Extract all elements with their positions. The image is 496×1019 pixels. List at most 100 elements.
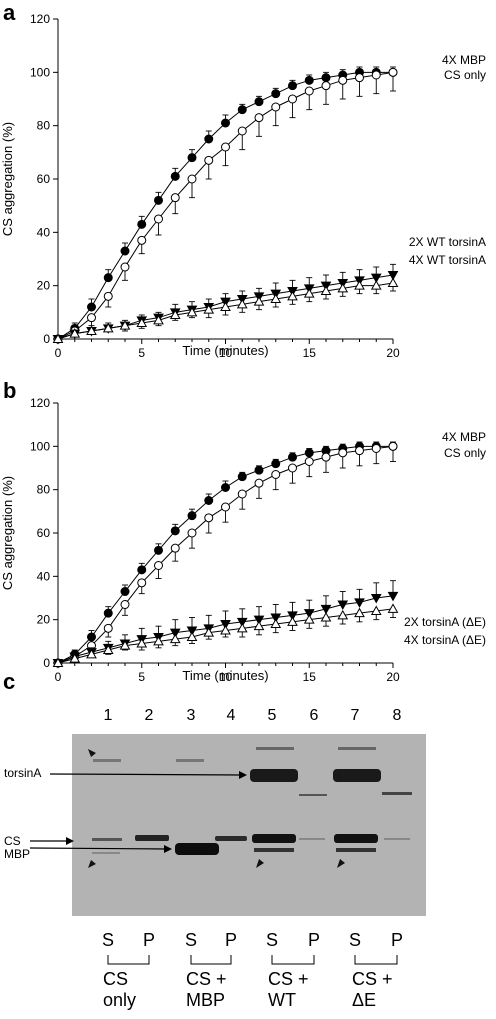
data-point — [388, 441, 398, 451]
legend-entry: 4X MBP — [442, 430, 486, 444]
gel-band — [336, 848, 376, 852]
y-tick-label: 120 — [30, 396, 50, 410]
data-point — [187, 528, 197, 538]
data-point — [303, 288, 315, 298]
group-label: CS + — [186, 969, 227, 989]
fraction-label: S — [349, 930, 361, 950]
arrowhead-marker — [256, 859, 264, 868]
legend-entry: 4X WT torsinA — [409, 253, 486, 267]
chart-b: 0 20 40 60 80 100 120 0 5 10 15 20 Time (minutes) CS … — [0, 396, 486, 684]
data-point — [271, 470, 281, 479]
data-point — [137, 219, 147, 229]
data-point — [287, 290, 298, 301]
data-point — [237, 105, 247, 115]
data-point — [271, 102, 281, 112]
data-point — [103, 608, 113, 618]
data-point — [169, 309, 181, 319]
data-point — [304, 86, 314, 96]
gel-band — [256, 747, 294, 750]
data-point — [337, 609, 349, 620]
data-point — [69, 653, 81, 663]
gel-band — [135, 835, 169, 841]
data-point — [320, 604, 332, 615]
y-tick-label: 100 — [30, 65, 50, 79]
lane-number: 4 — [227, 707, 236, 724]
data-point — [120, 246, 130, 256]
y-tick-label: 60 — [37, 526, 51, 540]
chart-a: 0 20 40 60 80 100 120 0 5 10 15 20 Time (minutes) CS … — [0, 12, 486, 360]
data-point — [120, 262, 130, 272]
x-axis-title: Time (minutes) — [182, 668, 268, 683]
y-axis-title: CS aggregation (%) — [0, 476, 15, 590]
data-point — [271, 89, 281, 99]
band-label-torsinA: torsinA — [4, 766, 41, 780]
data-point — [170, 171, 180, 181]
data-point — [321, 73, 331, 83]
gel-band — [250, 769, 298, 782]
data-point — [370, 280, 382, 290]
data-point — [355, 446, 364, 456]
data-point — [137, 565, 147, 575]
fraction-label: S — [185, 930, 197, 950]
legend-entry: 4X torsinA (ΔE) — [404, 633, 486, 647]
gel-band — [93, 759, 121, 762]
data-point — [137, 578, 147, 588]
data-point — [236, 622, 248, 633]
lane-number: 1 — [104, 707, 113, 724]
arrowhead-marker — [88, 860, 96, 868]
data-point — [253, 296, 265, 306]
series-3 — [52, 277, 399, 343]
data-point — [371, 70, 381, 80]
data-point — [52, 657, 64, 667]
group-label: CS + — [268, 969, 309, 989]
legend-entry: CS only — [444, 68, 486, 82]
y-tick-label: 20 — [37, 279, 51, 293]
y-tick-label: 0 — [43, 332, 50, 346]
gel-band — [384, 838, 410, 840]
legend-entry: 2X torsinA (ΔE) — [404, 615, 486, 629]
fraction-label: P — [308, 930, 320, 950]
data-point — [103, 291, 113, 301]
data-point — [103, 273, 113, 283]
x-tick-label: 10 — [219, 346, 233, 360]
data-point — [304, 75, 314, 85]
y-tick-label: 0 — [43, 656, 50, 670]
data-point — [220, 624, 231, 635]
data-point — [338, 75, 348, 85]
gel-band — [252, 834, 296, 843]
data-point — [170, 543, 180, 553]
band-label-cs: CS — [4, 834, 21, 848]
data-point — [87, 632, 96, 642]
data-point — [170, 193, 180, 203]
data-point — [320, 611, 332, 622]
data-point — [371, 444, 381, 453]
data-point — [169, 628, 181, 639]
panel-letter-b: b — [3, 378, 16, 403]
y-axis-title: CS aggregation (%) — [0, 122, 15, 236]
data-point — [137, 235, 147, 245]
data-point — [136, 317, 148, 327]
panel-letter-c: c — [3, 669, 15, 694]
gel-band — [299, 838, 325, 840]
data-point — [120, 600, 130, 609]
data-point — [154, 545, 163, 555]
data-point — [287, 611, 298, 621]
data-point — [337, 282, 349, 293]
group-bracket — [107, 955, 150, 965]
data-point — [237, 472, 247, 482]
data-point — [221, 118, 230, 128]
fraction-label: P — [143, 930, 155, 950]
fraction-label: S — [102, 930, 114, 950]
data-point — [187, 511, 197, 521]
lane-number: 8 — [393, 707, 402, 724]
data-point — [221, 142, 230, 152]
data-point — [220, 620, 231, 630]
panel-letter-a: a — [3, 0, 16, 25]
data-point — [203, 627, 215, 637]
data-point — [52, 333, 64, 343]
data-point — [220, 301, 231, 311]
lane-number: 2 — [145, 707, 154, 724]
x-tick-label: 20 — [386, 346, 400, 360]
gel-band — [333, 769, 381, 782]
group-label: CS + — [352, 969, 393, 989]
